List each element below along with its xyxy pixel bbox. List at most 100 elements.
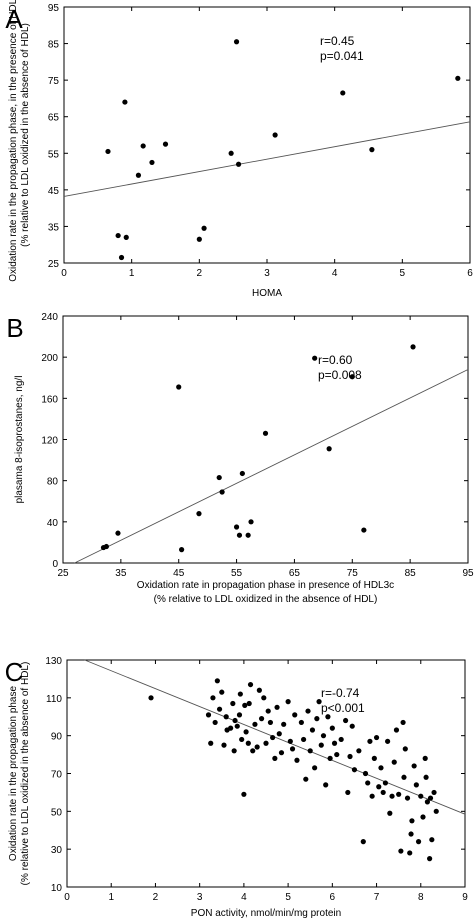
data-point [135,172,142,178]
data-point [429,837,435,843]
data-point [237,691,243,697]
data-point [305,708,311,714]
data-point [162,141,169,147]
y-tick-label: 0 [52,559,58,570]
y-tick-label: 110 [46,694,62,705]
data-point [309,727,316,733]
y-tick-label: 55 [48,149,60,160]
panel-letter: B [6,313,23,343]
data-point [400,719,406,726]
data-point [413,782,419,788]
y-tick-label: 85 [48,40,60,51]
data-point [329,725,335,731]
x-tick-label: 1 [108,892,114,903]
data-point [241,791,247,797]
regression-line [74,369,469,564]
data-point [409,818,415,824]
data-point [105,148,111,155]
data-point [263,740,269,746]
data-point [361,527,367,533]
data-point [318,742,324,748]
stat-annotation: p=0.041 [320,49,364,63]
data-point [371,755,377,761]
data-point [378,765,384,771]
data-point [331,740,338,746]
x-tick-label: 0 [61,268,67,279]
data-point [236,532,243,538]
data-point [216,706,223,712]
data-point [431,789,437,796]
data-point [334,751,340,758]
x-tick-label: 85 [405,568,417,579]
data-point [360,839,366,845]
y-tick-label: 130 [45,656,62,667]
x-tick-label: 45 [173,568,185,579]
x-axis-label: Oxidation rate in propagation phase in p… [137,580,394,591]
regression-line [63,121,471,197]
data-point [340,90,346,96]
data-point [252,721,258,727]
x-tick-label: 65 [289,568,301,579]
data-point [210,695,216,701]
data-point [393,727,400,733]
data-point [325,714,331,720]
data-point [247,681,254,688]
panel-letter: C [5,657,24,687]
data-point [246,700,252,707]
data-point [312,355,318,361]
data-point [231,748,237,754]
x-tick-label: 5 [400,268,406,279]
data-point [223,714,229,720]
data-point [285,699,291,705]
data-point [455,75,461,81]
data-point [250,748,256,754]
data-point [343,717,349,724]
y-tick-label: 25 [48,259,60,270]
data-point [118,254,125,261]
data-point [239,736,245,743]
data-point [292,712,298,718]
x-tick-label: 2 [153,892,159,903]
data-point [362,770,369,777]
stat-annotation: p=0.008 [318,368,362,382]
data-point [196,510,202,517]
data-point [396,791,402,797]
x-tick-label: 9 [462,892,468,903]
y-axis-label: (% relative to LDL oxidized in the absen… [20,23,31,247]
data-point [294,757,300,763]
stat-annotation: r=0.45 [320,34,355,48]
data-point [148,695,154,701]
y-tick-label: 80 [47,477,59,488]
data-point [234,723,240,729]
plot-frame [66,659,466,888]
data-point [265,708,271,714]
data-point [316,699,322,705]
data-point [369,147,375,153]
data-point [298,719,304,726]
data-point [243,729,249,735]
y-tick-label: 75 [48,76,60,87]
y-tick-label: 45 [48,186,60,197]
data-point [242,702,248,709]
data-point [272,132,278,138]
chart-panel-b: B 25 35 45 55 65 75 85 95 0 40 80 120 160 200 240 r=0.60… [6,312,474,605]
data-point [320,733,327,739]
x-tick-label: 0 [64,892,70,903]
data-point [221,742,227,748]
data-point [196,236,202,242]
x-tick-label: 1 [129,268,135,279]
y-tick-label: 35 [48,222,60,233]
data-point [422,755,428,761]
data-point [349,374,355,380]
data-point [373,734,380,741]
x-tick-label: 2 [197,268,203,279]
data-point [367,738,373,744]
data-point [272,755,278,761]
data-point [289,746,296,752]
y-axis-label: Oxidation rate in the propagation phase,… [8,0,19,282]
data-point [258,716,265,722]
data-point [287,738,293,744]
x-axis-label: PON activity, nmol/min/mg protein [191,908,341,919]
data-point [410,344,416,350]
y-tick-label: 160 [41,394,58,405]
